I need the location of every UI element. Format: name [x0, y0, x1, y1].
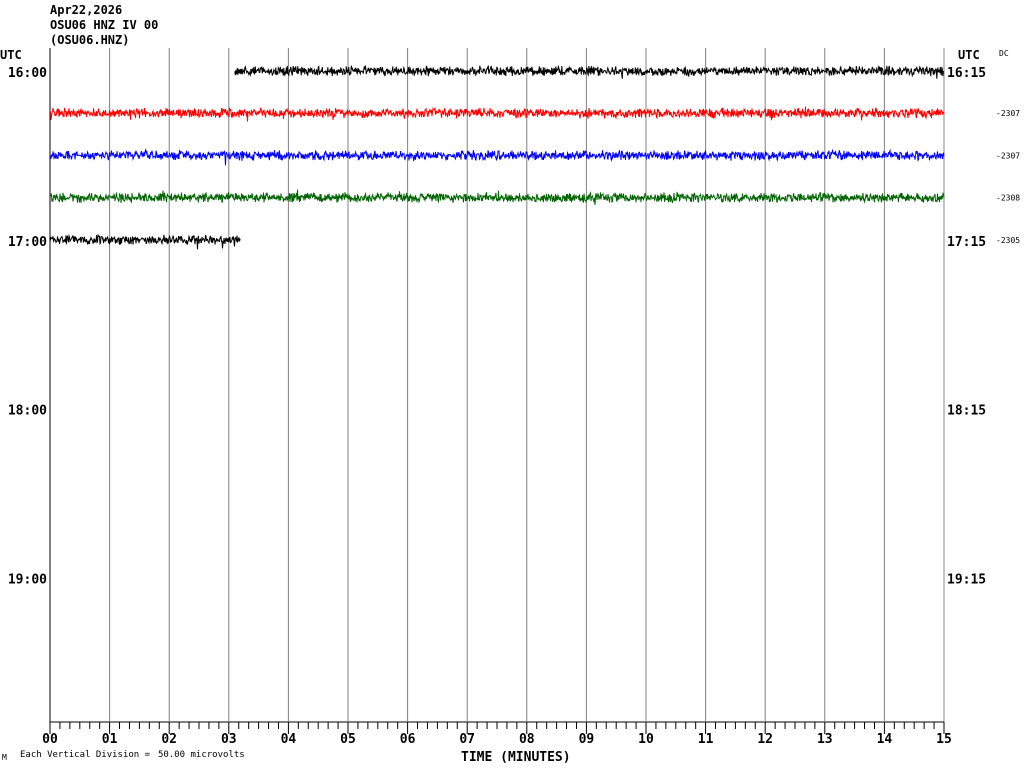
- labels: 00 01 02 03 04 05 06 07 08 09 10 11 12 13 14 15 16:00 17:…: [8, 66, 1020, 747]
- dc-offset-label: -2307: [996, 109, 1020, 118]
- seismic-trace: [49, 148, 945, 166]
- x-tick-label: 15: [936, 732, 952, 747]
- grid: [49, 48, 945, 734]
- x-tick-label: 07: [459, 732, 475, 747]
- x-tick-label: 09: [579, 732, 595, 747]
- scale-value: 50.00 microvolts: [158, 750, 245, 760]
- dc-offset-label: -2305: [996, 236, 1020, 245]
- x-tick-label: 05: [340, 732, 356, 747]
- x-tick-label: 01: [102, 732, 118, 747]
- x-axis-label: TIME (MINUTES): [461, 750, 571, 765]
- x-tick-label: 10: [638, 732, 654, 747]
- x-tick-label: 14: [877, 732, 893, 747]
- x-tick-label: 00: [42, 732, 58, 747]
- x-tick-label: 04: [281, 732, 297, 747]
- x-tick-label: 06: [400, 732, 416, 747]
- left-timezone-label: UTC: [0, 48, 22, 62]
- dc-offset-label: -2307: [996, 151, 1020, 160]
- left-hour-label: 17:00: [8, 235, 47, 250]
- x-tick-label: 12: [757, 732, 773, 747]
- right-hour-label: 17:15: [947, 235, 986, 250]
- dc-offset-label: -2308: [996, 194, 1020, 203]
- channel-label: (OSU06.HNZ): [50, 33, 129, 47]
- x-tick-label: 11: [698, 732, 714, 747]
- x-tick-label: 02: [161, 732, 177, 747]
- seismic-trace: [234, 64, 944, 79]
- x-tick-label: 13: [817, 732, 833, 747]
- x-tick-label: 08: [519, 732, 535, 747]
- left-hour-label: 16:00: [8, 66, 47, 81]
- seismic-trace: [49, 233, 241, 250]
- footer-mark: M: [2, 753, 7, 762]
- traces: [49, 64, 945, 250]
- dc-label: DC: [999, 49, 1009, 58]
- left-hour-label: 19:00: [8, 572, 47, 587]
- seismic-trace: [49, 106, 945, 122]
- right-hour-label: 18:15: [947, 404, 986, 419]
- date-label: Apr22,2026: [50, 3, 122, 17]
- x-tick-label: 03: [221, 732, 237, 747]
- scale-text: Each Vertical Division =: [20, 750, 151, 760]
- left-hour-label: 18:00: [8, 404, 47, 419]
- right-timezone-label: UTC: [958, 48, 980, 62]
- right-hour-label: 19:15: [947, 572, 986, 587]
- station-label: OSU06 HNZ IV 00: [50, 18, 158, 32]
- right-hour-label: 16:15: [947, 66, 986, 81]
- seismic-trace: [49, 189, 945, 206]
